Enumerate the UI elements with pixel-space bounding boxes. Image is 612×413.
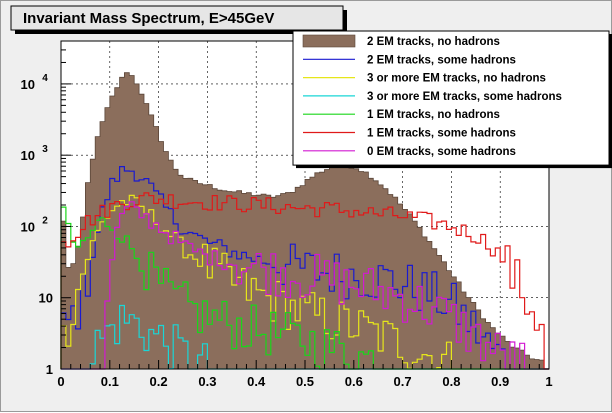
y-tick-label: 1 — [46, 362, 53, 377]
legend-entry-label: 1 EM tracks, some hadrons — [367, 128, 516, 140]
y-tick-label: 10 — [39, 291, 53, 306]
legend-entry-label: 3 or more EM tracks, no hadrons — [367, 73, 546, 85]
y-tick-label: 10 — [21, 219, 35, 234]
series-2-em-tracks-some-hadrons — [60, 166, 549, 370]
legend-entry-label: 0 EM tracks, some hadrons — [367, 146, 516, 158]
x-tick-label: 0 — [57, 374, 64, 389]
y-tick-label: 10 — [21, 77, 35, 92]
legend-entry-label: 1 EM tracks, no hadrons — [367, 109, 500, 121]
x-tick-label: 0.4 — [247, 374, 266, 389]
legend-entry-label: 2 EM tracks, some hadrons — [367, 54, 516, 66]
x-tick-label: 0.1 — [101, 374, 119, 389]
y-tick-exponent: 3 — [42, 144, 48, 155]
x-tick-label: 0.3 — [198, 374, 216, 389]
y-tick-label: 10 — [21, 148, 35, 163]
legend-swatch — [302, 34, 356, 48]
y-tick-exponent: 4 — [42, 73, 48, 84]
series-0-em-tracks-some-hadrons — [61, 201, 549, 370]
legend: 2 EM tracks, no hadrons 2 EM tracks, some… — [292, 30, 612, 169]
x-tick-label: 0.8 — [442, 374, 460, 389]
legend-box — [292, 30, 610, 166]
chart-title: Invariant Mass Spectrum, E>45GeV — [23, 10, 274, 27]
x-tick-label: 0.6 — [345, 374, 363, 389]
legend-entry-label: 2 EM tracks, no hadrons — [367, 36, 500, 48]
series-1-em-tracks-some-hadrons — [60, 192, 549, 370]
x-tick-label: 0.5 — [296, 374, 314, 389]
axes: 0 0.1 0.2 0.3 0.4 0.5 0.6 0.7 0.8 0.9 1 1 10 10 2 10 3 10… — [21, 49, 553, 389]
x-tick-label: 0.9 — [491, 374, 509, 389]
x-tick-label: 0.7 — [394, 374, 412, 389]
y-tick-exponent: 2 — [42, 215, 48, 226]
legend-entry-label: 3 or more EM tracks, some hadrons — [367, 91, 562, 103]
chart-title-box: Invariant Mass Spectrum, E>45GeV — [10, 5, 347, 34]
x-tick-label: 0.2 — [150, 374, 168, 389]
x-tick-label: 1 — [545, 374, 552, 389]
